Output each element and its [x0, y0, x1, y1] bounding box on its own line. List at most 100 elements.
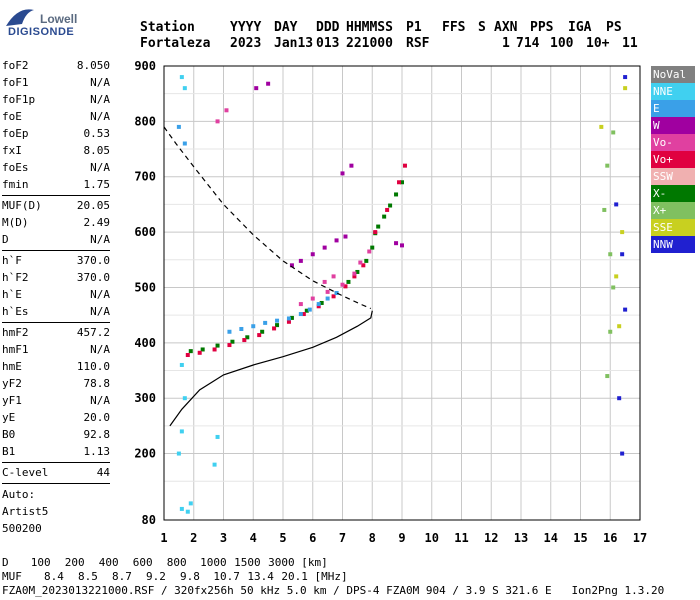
x-tick-label: 1 — [160, 531, 167, 545]
footer-file-info: FZA0M_2023013221000.RSF / 320fx256h 50 k… — [2, 584, 665, 597]
param-value: 20.05 — [76, 199, 110, 212]
echo-point — [599, 124, 604, 129]
param-row: yE 20.0 — [2, 410, 110, 427]
param-row: foE N/A — [2, 109, 110, 126]
param-label: foE — [2, 110, 22, 123]
echo-point — [298, 302, 303, 307]
x-axis-tick-labels: 1 2 3 4 5 6 7 8 9 10 11 12 13 14 15 16 17 — [160, 531, 647, 545]
param-label: foF2 — [2, 59, 29, 72]
echo-point — [388, 203, 393, 208]
param-row: fxI 8.05 — [2, 143, 110, 160]
echo-point — [617, 396, 622, 401]
legend-item-w: W — [651, 117, 695, 134]
echo-point — [620, 451, 625, 456]
echo-point — [257, 333, 262, 338]
footer-muf-row: MUF 8.4 8.5 8.7 9.2 9.8 10.7 13.4 20.1 [MHz] — [2, 570, 664, 584]
plot-grid — [163, 65, 641, 521]
digisonde-logo: Lowell DIGISONDE — [4, 4, 78, 44]
hdr-pps: PPS — [530, 20, 554, 35]
param-label: foEp — [2, 127, 29, 140]
param-row: foEp 0.53 — [2, 126, 110, 143]
echo-point — [179, 429, 184, 434]
divider — [2, 483, 110, 484]
param-label: hmE — [2, 360, 22, 373]
hdr-p1: P1 — [406, 20, 422, 35]
echo-point — [182, 396, 187, 401]
legend-item-e: E — [651, 100, 695, 117]
hdr-iga: IGA — [568, 20, 592, 35]
x-tick-label: 16 — [603, 531, 617, 545]
echo-point — [286, 319, 291, 324]
param-label: yE — [2, 411, 16, 424]
val-ddd: 013 — [316, 36, 340, 51]
muf-value: 9.2 — [146, 570, 166, 583]
param-row: h`F2 370.0 — [2, 270, 110, 287]
echo-point — [602, 207, 607, 212]
val-ps: 11 — [622, 36, 638, 51]
x-tick-label: 7 — [339, 531, 346, 545]
station-header: Station YYYY DAY DDD HHMMSS P1 FFS S AXN… — [140, 20, 700, 52]
muf-values: 8.4 8.5 8.7 9.2 9.8 10.7 13.4 20.1 — [22, 570, 308, 583]
muf-value: 8.7 — [112, 570, 132, 583]
val-hhmmss: 221000 — [346, 36, 393, 51]
logo-line1: Lowell — [40, 12, 78, 26]
echo-point — [298, 312, 303, 317]
logo-swoosh-icon — [6, 9, 34, 26]
hdr-ddd: DDD — [316, 20, 340, 35]
echo-point — [376, 224, 381, 229]
echo-point — [179, 506, 184, 511]
echo-point — [364, 258, 369, 263]
echo-point — [394, 241, 399, 246]
legend-item-vo-plus: Vo+ — [651, 151, 695, 168]
x-tick-label: 17 — [633, 531, 647, 545]
param-value: 78.8 — [83, 377, 111, 390]
x-tick-label: 3 — [220, 531, 227, 545]
echo-point — [620, 230, 625, 235]
echo-point — [289, 315, 294, 320]
echo-point — [367, 249, 372, 254]
autoscaling-label: Auto: — [2, 488, 36, 501]
param-label: h`F2 — [2, 271, 29, 284]
echo-point — [382, 214, 387, 219]
param-label: B0 — [2, 428, 16, 441]
muf-value: 10.7 — [213, 570, 240, 583]
hdr-station: Station — [140, 20, 195, 35]
param-label: fmin — [2, 178, 29, 191]
echo-point — [346, 279, 351, 284]
muf-value: 13.4 — [247, 570, 274, 583]
echo-point — [239, 326, 244, 331]
echo-point — [185, 509, 190, 514]
divider — [2, 322, 110, 323]
y-tick-label: 800 — [134, 114, 156, 128]
echo-point — [608, 329, 613, 334]
param-value: 1.75 — [83, 178, 111, 191]
echo-point — [614, 202, 619, 207]
legend-item-noval: NoVal — [651, 66, 695, 83]
autoscaling-version: 500200 — [2, 522, 42, 535]
echo-point — [385, 207, 390, 212]
param-group-virtual-heights: h`F 370.0 h`F2 370.0 h`E N/A h`Es N/A — [2, 253, 110, 321]
param-row: yF2 78.8 — [2, 376, 110, 393]
distance-value: 800 — [166, 556, 187, 569]
echo-point — [614, 274, 619, 279]
y-tick-label: 300 — [134, 391, 156, 405]
echo-point — [605, 374, 610, 379]
param-group-critical-frequencies: foF2 8.050 foF1 N/A foF1p N/A foE N/A foEp 0.… — [2, 58, 110, 194]
echo-traces — [176, 75, 628, 514]
echo-point — [230, 339, 235, 344]
param-row: B1 1.13 — [2, 444, 110, 461]
echo-point — [400, 180, 404, 185]
muf-value: 20.1 — [281, 570, 308, 583]
echo-point — [623, 307, 628, 312]
param-value: N/A — [90, 394, 110, 407]
distance-label: D — [2, 556, 9, 569]
echo-point — [325, 289, 330, 294]
param-row: fmin 1.75 — [2, 177, 110, 194]
param-row-c-level: C-level 44 — [2, 465, 110, 482]
val-day: Jan13 — [274, 36, 314, 51]
legend-item-sse: SSE — [651, 219, 695, 236]
x-tick-label: 2 — [190, 531, 197, 545]
param-value: 0.53 — [83, 127, 111, 140]
autoscaling-program: Artist5 — [2, 505, 49, 518]
x-tick-label: 12 — [484, 531, 498, 545]
